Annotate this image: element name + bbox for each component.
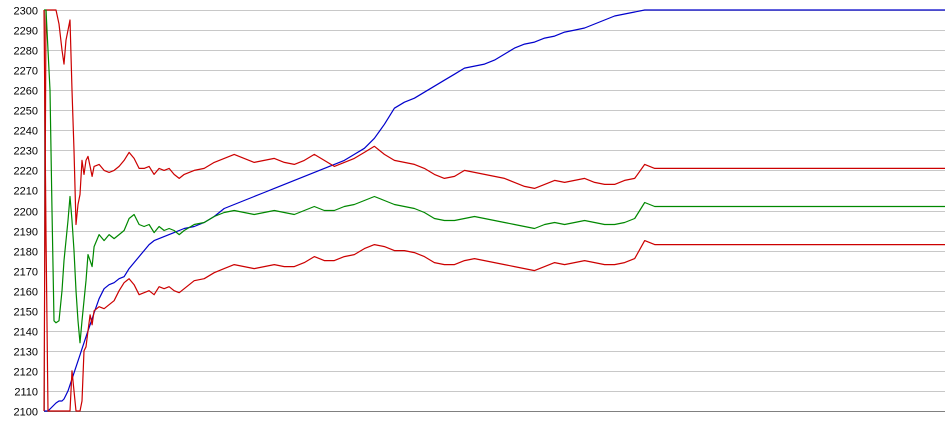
y-tick-label: 2270 [14,66,38,78]
y-tick-label: 2300 [14,6,38,18]
series-line-1 [44,9,945,412]
y-tick-label: 2110 [14,387,38,399]
y-axis-tick-labels: 2100 2110 2120 2130 2140 2150 2160 2170 2180 2190… [14,6,38,419]
series-line-4 [43,9,945,412]
y-tick-label: 2140 [14,327,38,339]
y-tick-label: 2160 [14,287,38,299]
grid-lines [44,10,945,412]
y-tick-label: 2260 [14,86,38,98]
y-tick-label: 2120 [14,367,38,379]
y-tick-label: 2200 [14,207,38,219]
series-lines [43,9,945,412]
y-tick-label: 2180 [14,247,38,259]
y-tick-label: 2250 [14,106,38,118]
series-line-3 [44,9,945,344]
y-tick-label: 2290 [14,26,38,38]
y-tick-label: 2280 [14,46,38,58]
y-tick-label: 2210 [14,186,38,198]
y-tick-label: 2130 [14,347,38,359]
y-tick-label: 2230 [14,146,38,158]
series-line-2 [43,9,945,412]
y-tick-label: 2190 [14,227,38,239]
y-tick-label: 2100 [14,407,38,419]
y-tick-label: 2220 [14,166,38,178]
y-tick-label: 2240 [14,126,38,138]
y-tick-label: 2170 [14,267,38,279]
y-tick-label: 2150 [14,307,38,319]
